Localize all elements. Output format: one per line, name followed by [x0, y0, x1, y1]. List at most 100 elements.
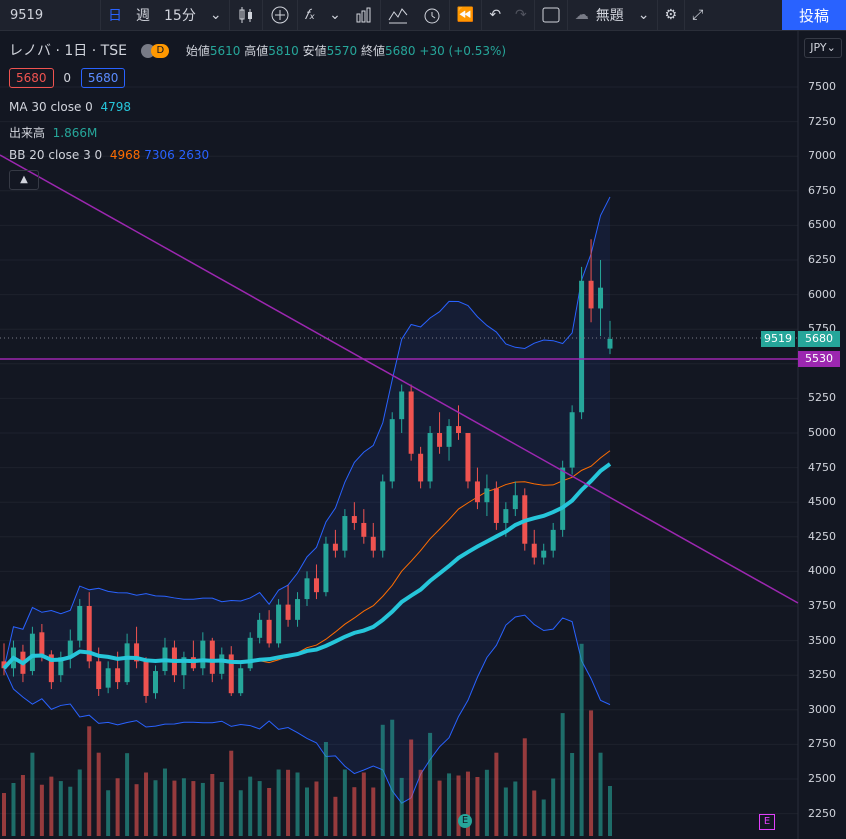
- chart-templates-icon[interactable]: [348, 0, 380, 30]
- volume-bar: [437, 780, 442, 836]
- interval-week[interactable]: 週: [136, 8, 150, 24]
- volume-bar: [210, 774, 215, 836]
- volume-bar: [484, 769, 489, 836]
- candle-body: [96, 661, 102, 690]
- candle-body: [295, 599, 301, 620]
- earnings-marker-future[interactable]: E: [759, 814, 775, 830]
- volume-bar: [522, 738, 527, 836]
- candle-body: [266, 619, 272, 644]
- candle-body: [257, 619, 263, 638]
- tick-label: 5000: [808, 426, 836, 439]
- volume-bar: [342, 769, 347, 836]
- tick-label: 7250: [808, 114, 836, 128]
- candle-body: [351, 516, 357, 523]
- candle-body: [493, 488, 499, 523]
- volume-bar: [371, 787, 376, 836]
- volume-bar: [551, 778, 556, 836]
- volume-bar: [295, 772, 300, 836]
- candle-body: [607, 338, 613, 349]
- candle-type-icon[interactable]: [230, 0, 262, 30]
- candle-body: [598, 287, 604, 309]
- volume-bar: [87, 726, 92, 836]
- indicators-icon[interactable]: [381, 0, 415, 30]
- volume-bar: [314, 781, 319, 836]
- volume-bar: [219, 781, 224, 836]
- tick-label: 2500: [808, 772, 836, 785]
- interval-15m[interactable]: 15分: [164, 8, 196, 24]
- volume-bar: [352, 787, 357, 836]
- legend-name: レノバ: [9, 43, 51, 59]
- layout-name[interactable]: 無題: [595, 8, 624, 24]
- candle-body: [58, 657, 64, 676]
- candle-body: [531, 543, 537, 558]
- interval-day[interactable]: 日: [108, 8, 122, 24]
- legend-ma[interactable]: MA 30 close 0 4798: [9, 100, 132, 114]
- sell-button[interactable]: 5680: [9, 68, 54, 88]
- volume-bar: [390, 719, 395, 836]
- candles: [1, 239, 613, 703]
- buy-button[interactable]: 5680: [80, 68, 126, 88]
- volume-bar: [49, 776, 54, 836]
- post-button[interactable]: 投稿: [782, 0, 846, 30]
- tick-label: 3500: [808, 633, 836, 647]
- volume-bar: [541, 799, 546, 836]
- candle-body: [200, 640, 206, 669]
- volume-bars: [2, 643, 612, 836]
- bb-lower-line: [3, 614, 611, 804]
- tick-label: 4250: [808, 529, 836, 543]
- candle-body: [219, 654, 225, 674]
- legend-volume[interactable]: 出来高 1.866M: [9, 126, 98, 140]
- tick-label: 4750: [808, 460, 836, 474]
- tick-label: 2250: [808, 806, 836, 820]
- volume-bar: [58, 781, 63, 836]
- expand-icon[interactable]: ⤢: [692, 7, 704, 23]
- candle-body: [105, 668, 111, 688]
- chevron-down-icon[interactable]: ⌄: [209, 7, 222, 23]
- redo-icon[interactable]: ↷: [515, 7, 527, 23]
- compare-add-icon[interactable]: [263, 0, 297, 30]
- horizontal-line-label: 5530: [798, 351, 840, 367]
- bid-ask: 5680 0 5680: [9, 68, 126, 88]
- volume-bar: [570, 753, 575, 836]
- tick-label: 4500: [808, 495, 836, 509]
- bb-fill: [4, 196, 610, 804]
- candle-body: [512, 495, 518, 510]
- candle-body: [39, 632, 45, 655]
- volume-bar: [125, 753, 130, 836]
- candle-body: [465, 433, 471, 482]
- candle-body: [550, 529, 556, 551]
- candle-body: [389, 419, 395, 482]
- volume-bar: [333, 796, 338, 836]
- undo-icon[interactable]: ↶: [489, 7, 502, 23]
- candle-body: [48, 654, 54, 683]
- candle-body: [418, 453, 424, 482]
- fx-icon[interactable]: 𝑓ₓ: [304, 7, 316, 23]
- replay-icon[interactable]: ⏪: [456, 7, 475, 23]
- volume-bar: [200, 782, 205, 836]
- price-axis[interactable]: 7500725070006750650062506000575055005250…: [798, 30, 846, 839]
- currency-selector[interactable]: JPY⌄: [804, 38, 842, 58]
- symbol-search[interactable]: 9519: [10, 7, 44, 23]
- alert-clock-icon[interactable]: [415, 0, 449, 30]
- collapse-legend-button[interactable]: ▲: [9, 170, 39, 190]
- cloud-icon[interactable]: ☁: [574, 7, 589, 23]
- volume-bar: [162, 768, 167, 836]
- fullscreen-layout-icon[interactable]: [535, 0, 567, 30]
- tick-label: 7500: [808, 80, 836, 93]
- candle-body: [115, 668, 121, 683]
- candle-body: [408, 391, 414, 454]
- legend-bb[interactable]: BB 20 close 3 0 4968 7306 2630: [9, 148, 210, 162]
- volume-bar: [20, 775, 25, 836]
- candle-body: [560, 467, 566, 530]
- gear-icon[interactable]: ⚙: [664, 7, 678, 23]
- candle-body: [399, 391, 405, 420]
- tick-label: 5250: [808, 391, 836, 405]
- chevron-down-icon[interactable]: ⌄: [329, 7, 341, 23]
- legend-open: 5610: [209, 44, 241, 58]
- candle-body: [67, 640, 73, 658]
- chevron-down-icon[interactable]: ⌄: [637, 7, 650, 23]
- volume-bar: [560, 713, 565, 836]
- earnings-marker[interactable]: E: [458, 814, 472, 828]
- candle-body: [304, 578, 310, 600]
